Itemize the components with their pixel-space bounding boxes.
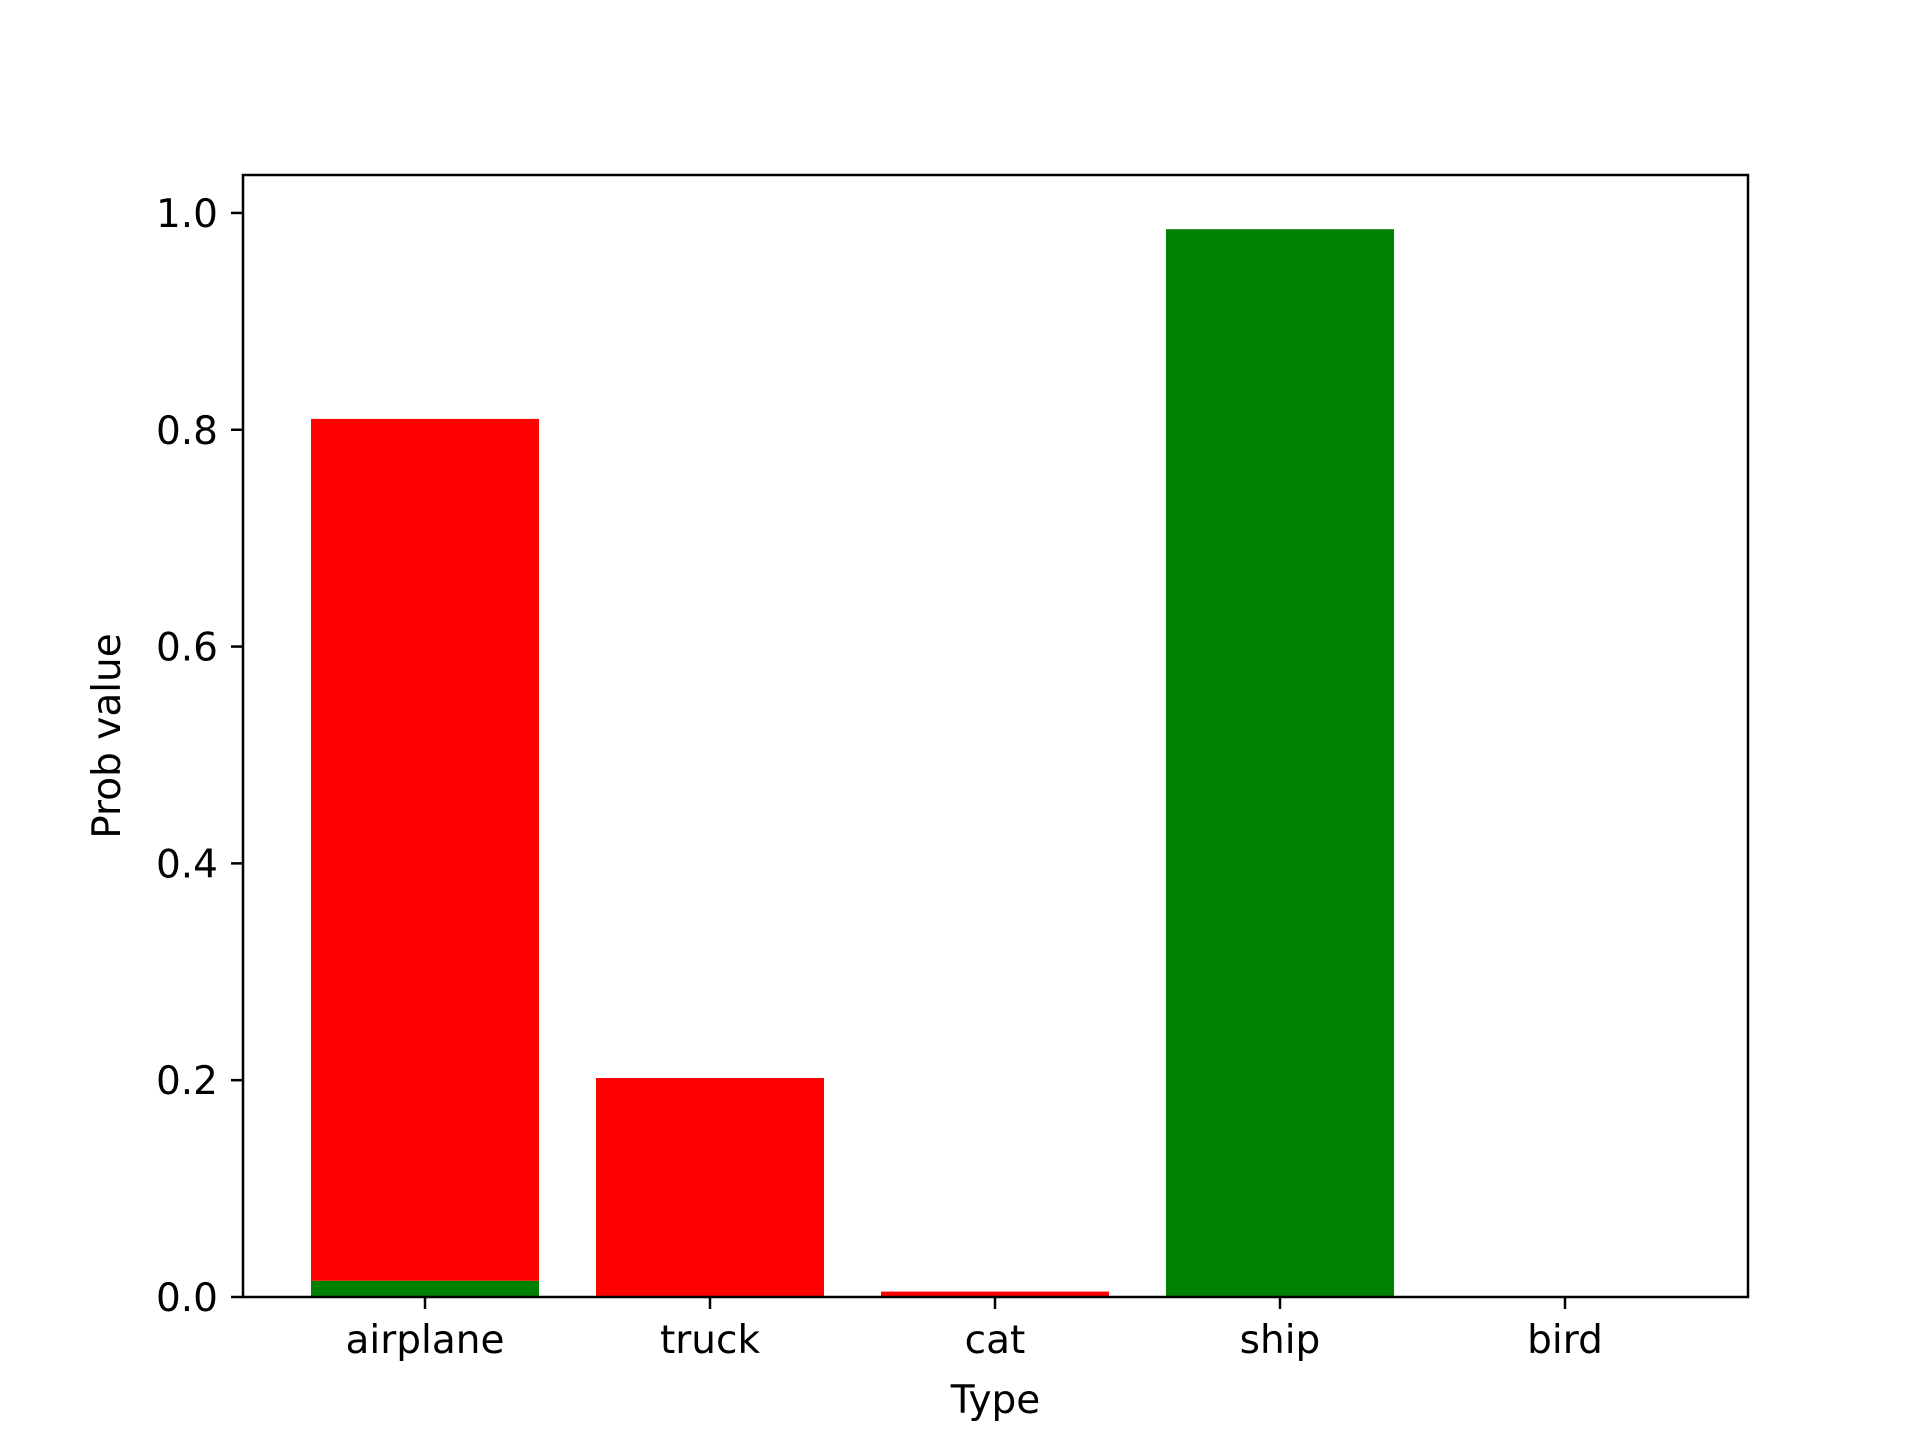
y-tick-label: 0.8 — [156, 409, 218, 454]
y-tick-label: 0.4 — [156, 842, 218, 887]
bar-airplane-series-0 — [311, 1280, 539, 1297]
x-tick-label-airplane: airplane — [346, 1318, 505, 1363]
y-tick-label: 0.6 — [156, 626, 218, 671]
y-tick-label: 0.0 — [156, 1276, 218, 1321]
y-tick-label: 1.0 — [156, 192, 218, 237]
x-tick-label-bird: bird — [1527, 1318, 1603, 1363]
x-tick-label-truck: truck — [660, 1318, 760, 1363]
x-tick-label-cat: cat — [965, 1318, 1026, 1363]
y-tick-label: 0.2 — [156, 1059, 218, 1104]
x-axis: airplane truck cat ship bird — [346, 1297, 1603, 1363]
bar-airplane-series-1 — [311, 418, 539, 1281]
y-axis: 0.0 0.2 0.4 0.6 0.8 1.0 — [156, 192, 243, 1321]
bar-cat-series-1 — [881, 1291, 1109, 1297]
y-axis-label: Prob value — [85, 633, 130, 839]
bars-layer — [311, 229, 1394, 1298]
x-axis-label: Type — [950, 1378, 1041, 1423]
bar-truck-series-1 — [596, 1078, 824, 1297]
bar-ship-series-0 — [1166, 229, 1394, 1298]
x-tick-label-ship: ship — [1240, 1318, 1321, 1363]
